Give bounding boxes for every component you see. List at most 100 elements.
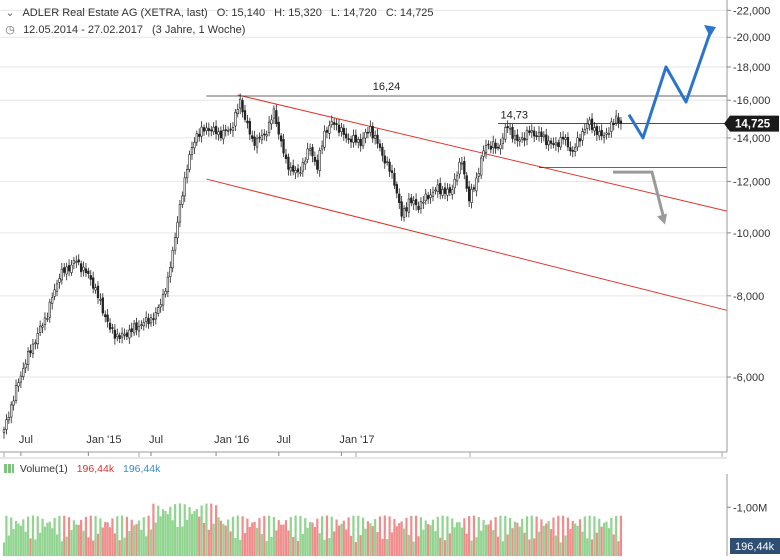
volume-bar — [186, 519, 189, 556]
volume-bar — [455, 522, 459, 556]
candle-body — [24, 363, 27, 369]
volume-bar — [492, 530, 495, 556]
volume-bar — [10, 517, 13, 556]
date-range: 12.05.2014 - 27.02.2017 — [23, 24, 143, 36]
volume-bar — [357, 515, 360, 556]
candle-body — [602, 135, 606, 138]
y-tick-label: -12,000 — [733, 176, 770, 188]
volume-bar — [157, 505, 160, 556]
volume-bar — [390, 532, 394, 556]
candle-body — [101, 297, 104, 314]
candle-body — [272, 108, 276, 119]
candle-body — [14, 385, 18, 401]
volume-bars — [2, 503, 623, 556]
volume-value-red: 196,44k — [76, 463, 115, 475]
candle-body — [292, 165, 295, 172]
candle-body — [320, 145, 324, 150]
candle-body — [92, 277, 95, 289]
volume-bar — [342, 520, 345, 556]
volume-last-badge — [730, 538, 780, 554]
candle-body — [453, 178, 456, 189]
last-price-badge — [724, 115, 779, 132]
volume-bar — [217, 517, 220, 556]
chevron-down-icon[interactable]: ⌄ — [5, 7, 15, 19]
symbol-name: ADLER Real Estate AG (XETRA, last) — [22, 7, 208, 19]
candle-body — [441, 189, 444, 196]
candle-body — [434, 189, 437, 192]
candle-body — [94, 287, 97, 291]
volume-bar — [51, 528, 54, 556]
candle-body — [542, 134, 545, 138]
volume-bar — [412, 541, 415, 556]
candle-body — [323, 130, 326, 148]
volume-bar — [63, 515, 66, 556]
volume-bar — [287, 530, 290, 556]
volume-bar — [417, 536, 420, 556]
candle-body — [132, 323, 136, 334]
volume-bar — [294, 515, 297, 556]
candle-body — [431, 191, 435, 197]
candle-body — [583, 129, 586, 133]
volume-bar — [130, 519, 133, 556]
candle-body — [361, 137, 365, 147]
candle-body — [142, 322, 145, 327]
candle-body — [210, 129, 213, 132]
volume-bar — [564, 535, 567, 556]
volume-bar — [178, 503, 182, 556]
volume-bar — [378, 516, 382, 556]
low-value: L: 14,720 — [330, 7, 377, 19]
candle-body — [576, 137, 579, 148]
candle-body — [470, 188, 473, 203]
volume-bar — [270, 536, 273, 556]
trend-channel — [206, 94, 728, 311]
volume-bar — [99, 518, 102, 556]
volume-bar — [525, 516, 529, 556]
candle-body — [422, 201, 425, 204]
volume-bar — [190, 513, 194, 556]
volume-bar — [439, 537, 442, 556]
candle-body — [318, 149, 321, 171]
volume-bar — [484, 524, 488, 556]
candle-body — [176, 221, 179, 239]
candle-body — [443, 187, 447, 194]
candle-body — [349, 138, 353, 143]
volume-bar — [268, 515, 271, 556]
volume-bar — [369, 523, 372, 556]
candle-body — [72, 260, 76, 264]
candle-body — [217, 131, 220, 135]
candle-body — [198, 133, 201, 137]
volume-bar — [133, 525, 136, 556]
candle-body — [22, 368, 25, 377]
projection-arrows — [613, 25, 716, 225]
volume-bar — [292, 536, 295, 556]
volume-bar — [402, 528, 406, 556]
candle-body — [41, 325, 44, 328]
y-tick-label: -20,000 — [733, 32, 770, 44]
candle-body — [84, 268, 88, 274]
candle-body — [607, 132, 611, 135]
candle-body — [294, 170, 297, 174]
candle-body — [70, 264, 73, 273]
candle-body — [253, 136, 256, 146]
candle-body — [58, 278, 61, 283]
volume-bar — [472, 515, 476, 556]
level-label: 14,73 — [500, 110, 528, 122]
volume-bar — [453, 527, 456, 556]
candle-body — [296, 168, 300, 173]
candle-body — [549, 140, 553, 144]
volume-bar — [470, 540, 473, 556]
candle-body — [246, 120, 249, 124]
candle-body — [566, 137, 570, 148]
bearish-arrowhead — [657, 213, 667, 225]
candle-body — [135, 322, 138, 331]
volume-bar — [227, 519, 230, 556]
candle-body — [614, 115, 618, 124]
candle-body — [333, 122, 336, 125]
volume-bar — [395, 526, 398, 556]
volume-bar — [120, 515, 124, 556]
bullish-arrowhead — [704, 25, 716, 38]
price-axis: -22,000 -20,000 -18,000 -16,000 -14,000 -12,0… — [724, 0, 779, 452]
period-label: (3 Jahre, 1 Woche) — [152, 24, 246, 36]
x-tick-label: Jan '15 — [86, 434, 121, 446]
